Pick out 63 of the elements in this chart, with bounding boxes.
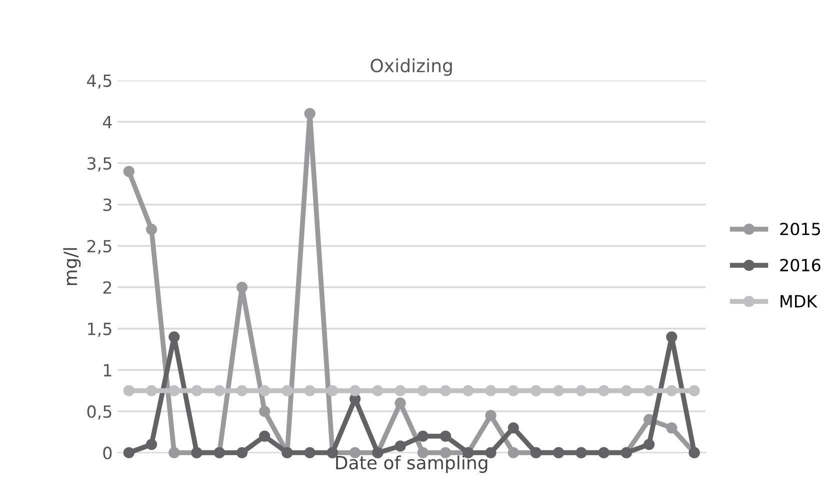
point [236, 385, 248, 396]
point [236, 282, 248, 293]
point [146, 224, 158, 235]
point [304, 108, 316, 120]
y-tick-label: 3,5 [88, 157, 112, 172]
point [644, 438, 655, 450]
y-tick-label: 2 [103, 281, 112, 294]
y-tick-label: 4,5 [87, 74, 112, 89]
point [440, 430, 452, 442]
point [620, 385, 632, 396]
point [372, 385, 384, 396]
point [146, 438, 158, 450]
point [417, 430, 428, 442]
point [530, 385, 542, 396]
point [168, 331, 180, 342]
point [259, 406, 270, 417]
point [553, 385, 564, 396]
point [304, 447, 316, 458]
point [644, 385, 655, 396]
point [508, 385, 519, 396]
point [688, 385, 700, 396]
y-tick-label: 3 [103, 198, 112, 212]
point [123, 385, 134, 396]
point [576, 385, 587, 396]
point [350, 385, 361, 396]
chart-title: Oxidizing [370, 58, 452, 76]
point [146, 385, 158, 396]
point [123, 447, 134, 458]
point [282, 385, 293, 396]
legend-label: 2015 [780, 222, 820, 236]
point [214, 385, 225, 396]
point [508, 422, 519, 434]
point [485, 410, 496, 422]
point [394, 440, 406, 452]
point [440, 385, 452, 396]
point [326, 385, 338, 396]
point [236, 447, 248, 458]
point [508, 447, 519, 458]
point [417, 385, 428, 396]
legend-label: 2016 [780, 258, 820, 272]
point [666, 331, 678, 342]
y-tick-label: 1,5 [88, 322, 112, 337]
point [304, 385, 316, 396]
point [666, 385, 678, 396]
point [259, 430, 270, 442]
point [123, 166, 134, 178]
y-tick-label: 0,5 [87, 405, 112, 420]
y-tick-label: 4 [102, 116, 112, 128]
point [259, 385, 270, 396]
y-tick-label: 0 [103, 446, 112, 460]
point [485, 385, 496, 396]
legend-label: MDK [780, 295, 818, 308]
y-tick-label: 2,5 [87, 240, 112, 254]
point [394, 385, 406, 396]
x-axis-title: Date of sampling [336, 455, 488, 473]
point [666, 422, 678, 434]
point [168, 447, 180, 458]
y-axis-title: mg/l [63, 248, 81, 286]
point [462, 385, 474, 396]
point [168, 385, 180, 396]
y-tick-label: 1 [104, 364, 112, 376]
point [598, 385, 610, 396]
point [191, 385, 202, 396]
